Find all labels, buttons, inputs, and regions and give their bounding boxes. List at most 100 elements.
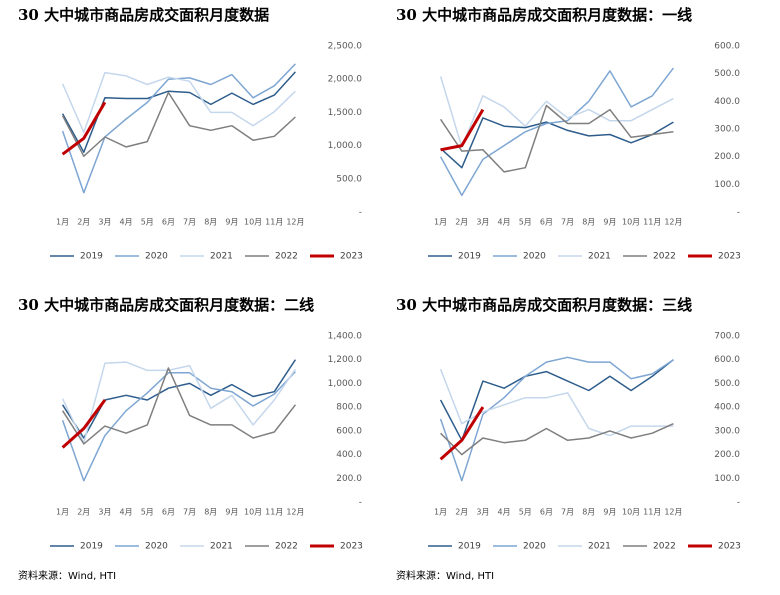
source-note: 资料来源：Wind, HTI [396,569,494,582]
legend-label: 2019 [458,252,481,262]
x-tick-label: 8月 [582,218,595,227]
y-tick-label: 400.0 [714,403,740,413]
x-tick-label: 2月 [455,508,468,517]
series-line [439,76,674,148]
legend-label: 2020 [145,542,168,552]
x-tick-label: 6月 [540,218,553,227]
legend-label: 2023 [718,252,741,262]
x-tick-label: 3月 [98,218,111,227]
y-tick-label: 2,000.0 [328,75,363,85]
x-tick-label: 10月 [244,508,262,517]
y-tick-label: 700.0 [714,332,740,342]
series-line [61,101,107,156]
legend-label: 2021 [210,252,233,262]
series-line [439,356,674,482]
x-tick-label: 8月 [204,218,217,227]
legend-label: 2022 [275,542,298,552]
series-line [439,67,674,197]
x-tick-label: 11月 [643,508,661,517]
series-line [61,371,296,482]
y-tick-label: 1,400.0 [328,332,363,342]
x-tick-label: 2月 [77,218,90,227]
x-tick-label: 1月 [56,508,69,517]
x-tick-label: 5月 [519,508,532,517]
y-tick-label: 600.0 [336,426,362,436]
x-tick-label: 7月 [561,508,574,517]
legend-label: 2022 [653,542,676,552]
y-tick-label: - [737,208,740,218]
y-tick-label: 600.0 [714,42,740,52]
x-tick-label: 1月 [56,218,69,227]
series-line [440,117,674,169]
series-line [61,71,296,134]
y-tick-label: - [359,208,362,218]
x-tick-label: 6月 [162,218,175,227]
y-tick-label: 1,200.0 [328,355,363,365]
x-tick-label: 9月 [603,218,616,227]
y-tick-label: 1,000.0 [328,141,363,151]
x-tick-label: 12月 [664,218,682,227]
series-line [61,359,297,439]
series-line [439,104,674,173]
chart-title: 30 大中城市商品房成交面积月度数据：一线 [396,6,692,24]
legend-label: 2022 [275,252,298,262]
x-tick-label: 6月 [540,508,553,517]
legend-label: 2019 [80,252,103,262]
series-line [61,361,297,444]
y-tick-label: 500.0 [714,379,740,389]
y-tick-label: 200.0 [336,474,362,484]
x-tick-label: 12月 [286,508,304,517]
x-tick-label: 11月 [265,218,283,227]
y-tick-label: 200.0 [714,152,740,162]
y-tick-label: 100.0 [714,180,740,190]
x-tick-label: 1月 [434,508,447,517]
y-tick-label: 1,500.0 [328,108,363,118]
series-line [439,406,485,461]
x-tick-label: 3月 [98,508,111,517]
x-tick-label: 11月 [265,508,283,517]
chart-title: 30 大中城市商品房成交面积月度数据：三线 [396,296,692,314]
x-tick-label: 2月 [455,218,468,227]
x-tick-label: 10月 [244,218,262,227]
x-tick-label: 5月 [519,218,532,227]
x-tick-label: 10月 [622,218,640,227]
x-tick-label: 12月 [664,508,682,517]
y-tick-label: 2,500.0 [328,42,363,52]
y-tick-label: 300.0 [714,125,740,135]
x-tick-label: 5月 [141,218,154,227]
legend-label: 2021 [588,542,611,552]
x-tick-label: 9月 [603,508,616,517]
legend-label: 2023 [718,542,741,552]
series-line [61,63,296,194]
y-tick-label: 100.0 [714,474,740,484]
y-tick-label: 600.0 [714,355,740,365]
series-line [439,359,674,442]
y-tick-label: 200.0 [714,450,740,460]
series-line [440,423,674,456]
x-tick-label: 3月 [476,218,489,227]
x-tick-label: 11月 [643,218,661,227]
x-tick-label: 4月 [498,218,511,227]
x-tick-label: 9月 [225,508,238,517]
y-tick-label: 400.0 [714,97,740,107]
x-tick-label: 9月 [225,218,238,227]
y-tick-label: 300.0 [714,426,740,436]
y-tick-label: 400.0 [336,450,362,460]
x-tick-label: 4月 [498,508,511,517]
x-tick-label: 5月 [141,508,154,517]
y-tick-label: 500.0 [714,69,740,79]
x-tick-label: 8月 [582,508,595,517]
x-tick-label: 12月 [286,218,304,227]
x-tick-label: 7月 [183,508,196,517]
legend-label: 2023 [340,252,363,262]
legend-label: 2021 [210,542,233,552]
x-tick-label: 7月 [561,218,574,227]
y-tick-label: 800.0 [336,403,362,413]
x-tick-label: 4月 [120,508,133,517]
legend-label: 2020 [145,252,168,262]
x-tick-label: 6月 [162,508,175,517]
y-tick-label: 1,000.0 [328,379,363,389]
x-tick-label: 2月 [77,508,90,517]
x-tick-label: 1月 [434,218,447,227]
y-tick-label: - [737,498,740,508]
